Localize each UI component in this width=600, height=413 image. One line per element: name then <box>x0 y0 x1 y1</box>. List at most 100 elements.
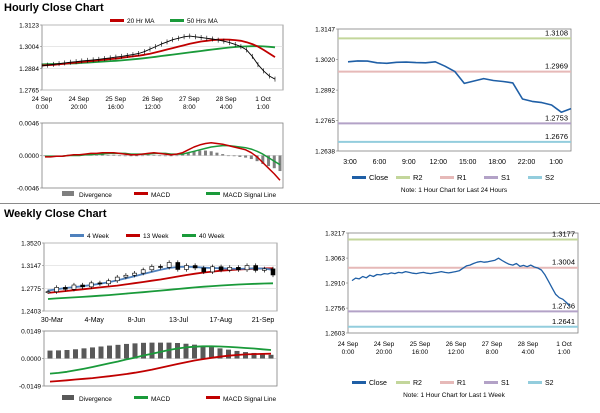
weekly-price-legend-label: 13 Week <box>143 233 169 240</box>
weekly-pivot-r1-label: 1.3004 <box>552 258 575 267</box>
weekly-price-candle-body <box>63 287 68 290</box>
hourly-macd-divergence-bar <box>152 154 156 156</box>
weekly-macd-divergence-bar <box>260 353 265 359</box>
weekly-price-x-tick: 4-May <box>84 317 104 324</box>
hourly-macd-line <box>45 142 281 181</box>
hourly-pivot-legend-label: R2 <box>413 173 423 182</box>
weekly-macd-divergence-bar <box>64 350 70 359</box>
hourly-price-20hr-ma-line <box>41 38 276 67</box>
weekly-price-legend-label: 40 Week <box>199 233 225 240</box>
weekly-macd-divergence-bar <box>73 349 78 359</box>
hourly-macd-divergence-bar <box>203 150 207 156</box>
hourly-pivot-x-tick: 9:00 <box>402 159 416 166</box>
weekly-macd-y-tick: 0.0149 <box>21 329 41 336</box>
weekly-pivot-legend-label: S2 <box>545 380 554 387</box>
weekly-macd-divergence-bar <box>47 350 53 359</box>
hourly-pivot-s2-label: 1.2676 <box>545 132 568 141</box>
weekly-price-candle-body <box>97 282 103 285</box>
weekly-pivot-note: Note: 1 Hour Chart for Last 1 Week <box>403 392 506 399</box>
weekly-macd-legend-label: MACD <box>151 396 170 403</box>
weekly-price-candle-body <box>80 284 85 288</box>
weekly-pivot-legend-label: Close <box>369 380 387 387</box>
hourly-pivot-legend-label: R1 <box>457 173 467 182</box>
hourly-price-x-tick: 27 Sep <box>179 96 200 103</box>
weekly-pivot-x-tick: 1:00 <box>558 349 571 356</box>
hourly-price-legend-label: 20 Hr MA <box>127 18 155 25</box>
weekly-pivot-x-tick: 20:00 <box>376 349 393 356</box>
weekly-macd-divergence-bar <box>226 349 231 359</box>
weekly-pivot-y-tick: 1.2603 <box>325 331 345 338</box>
weekly-pivot-r2-label: 1.3177 <box>552 230 575 239</box>
hourly-pivot-plot-area <box>337 28 572 152</box>
hourly-price-y-tick: 1.3004 <box>19 44 39 51</box>
weekly-price-x-tick: 17-Aug <box>210 317 233 324</box>
weekly-price-40wk-ma-line <box>47 282 274 300</box>
hourly-price-x-tick: 25 Sep <box>105 96 126 103</box>
weekly-price-candle-body <box>140 269 146 274</box>
weekly-price-candle-body <box>192 265 198 269</box>
weekly-price-candle-body <box>114 276 120 282</box>
hourly-price-x-tick: 1:00 <box>257 104 270 111</box>
weekly-pivot-x-tick: 1 Oct <box>556 341 572 348</box>
weekly-price-candle-body <box>123 274 129 278</box>
weekly-macd-divergence-bar <box>251 352 257 359</box>
hourly-pivot-y-tick: 1.2892 <box>315 88 335 95</box>
weekly-macd-divergence-bar <box>90 347 95 359</box>
hourly-macd-divergence-bar <box>106 154 110 156</box>
weekly-macd-divergence-bar <box>98 346 104 359</box>
hourly-pivot-x-tick: 15:00 <box>459 159 477 166</box>
weekly-pivot-legend-label: S1 <box>501 380 510 387</box>
hourly-pivot-y-tick: 1.2765 <box>315 118 335 125</box>
hourly-price-y-tick: 1.2765 <box>19 88 39 95</box>
weekly-pivot-x-tick: 16:00 <box>412 349 429 356</box>
weekly-macd-divergence-bar <box>183 343 189 359</box>
weekly-macd-legend-label: MACD Signal Line <box>223 396 276 403</box>
hourly-pivot-close-line <box>347 60 572 113</box>
hourly-pivot-x-tick: 1:00 <box>549 159 563 166</box>
hourly-pivot-x-tick: 3:00 <box>343 159 357 166</box>
hourly-pivot-s1-label: 1.2753 <box>545 113 568 122</box>
weekly-macd-divergence-bar <box>158 342 163 359</box>
weekly-price-candle-body <box>54 287 59 293</box>
hourly-macd-divergence-bar <box>232 155 236 157</box>
weekly-macd-y-tick: -0.0149 <box>19 384 41 391</box>
hourly-macd-divergence-bar <box>186 152 190 156</box>
weekly-price-13wk-ma-line <box>47 267 274 294</box>
hourly-macd-divergence-bar <box>158 155 162 157</box>
weekly-price-candle-body <box>210 266 215 273</box>
hourly-macd-divergence-bar <box>221 154 225 156</box>
weekly-price-candle-body <box>201 267 207 273</box>
hourly-macd-divergence-bar <box>175 155 179 157</box>
weekly-macd-divergence-bar <box>149 342 155 359</box>
weekly-pivot-x-tick: 24 Sep <box>338 341 359 348</box>
hourly-macd-y-tick: 0.0046 <box>19 121 39 128</box>
weekly-macd-line <box>49 345 272 375</box>
hourly-price-x-tick: 26 Sep <box>142 96 163 103</box>
hourly-price-x-tick: 28 Sep <box>216 96 237 103</box>
hourly-macd-legend-label: Divergence <box>79 192 112 199</box>
weekly-pivot-s1-label: 1.2736 <box>552 301 575 310</box>
hourly-macd-divergence-bar <box>226 155 230 157</box>
weekly-macd-signal-line <box>49 352 272 383</box>
hourly-pivot-r2-label: 1.3108 <box>545 28 568 37</box>
hourly-price-x-tick: 0:00 <box>36 104 49 111</box>
weekly-price-candle-body <box>166 262 172 268</box>
weekly-price-legend-label: 4 Week <box>87 233 110 240</box>
weekly-macd-divergence-bar <box>56 350 61 359</box>
weekly-price-candle-body <box>270 268 276 276</box>
hourly-macd-y-tick: 0.0000 <box>19 153 39 160</box>
hourly-section-title: Hourly Close Chart <box>4 2 104 14</box>
weekly-price-candle-body <box>218 266 224 271</box>
hourly-price-legend-label: 50 Hrs MA <box>187 18 218 25</box>
weekly-price-candle-body <box>71 284 77 290</box>
hourly-pivot-r1-label: 1.2969 <box>545 62 568 71</box>
weekly-pivot-x-tick: 28 Sep <box>518 341 539 348</box>
hourly-macd-divergence-bar <box>209 151 213 156</box>
weekly-pivot-x-tick: 8:00 <box>486 349 499 356</box>
weekly-pivot-y-tick: 1.2756 <box>325 306 345 313</box>
hourly-macd-divergence-bar <box>238 155 242 157</box>
hourly-price-x-tick: 1 Oct <box>255 96 271 103</box>
weekly-price-candle-body <box>88 282 94 288</box>
weekly-macd-y-tick: 0.0000 <box>21 356 41 363</box>
weekly-price-candle-body <box>244 265 250 271</box>
